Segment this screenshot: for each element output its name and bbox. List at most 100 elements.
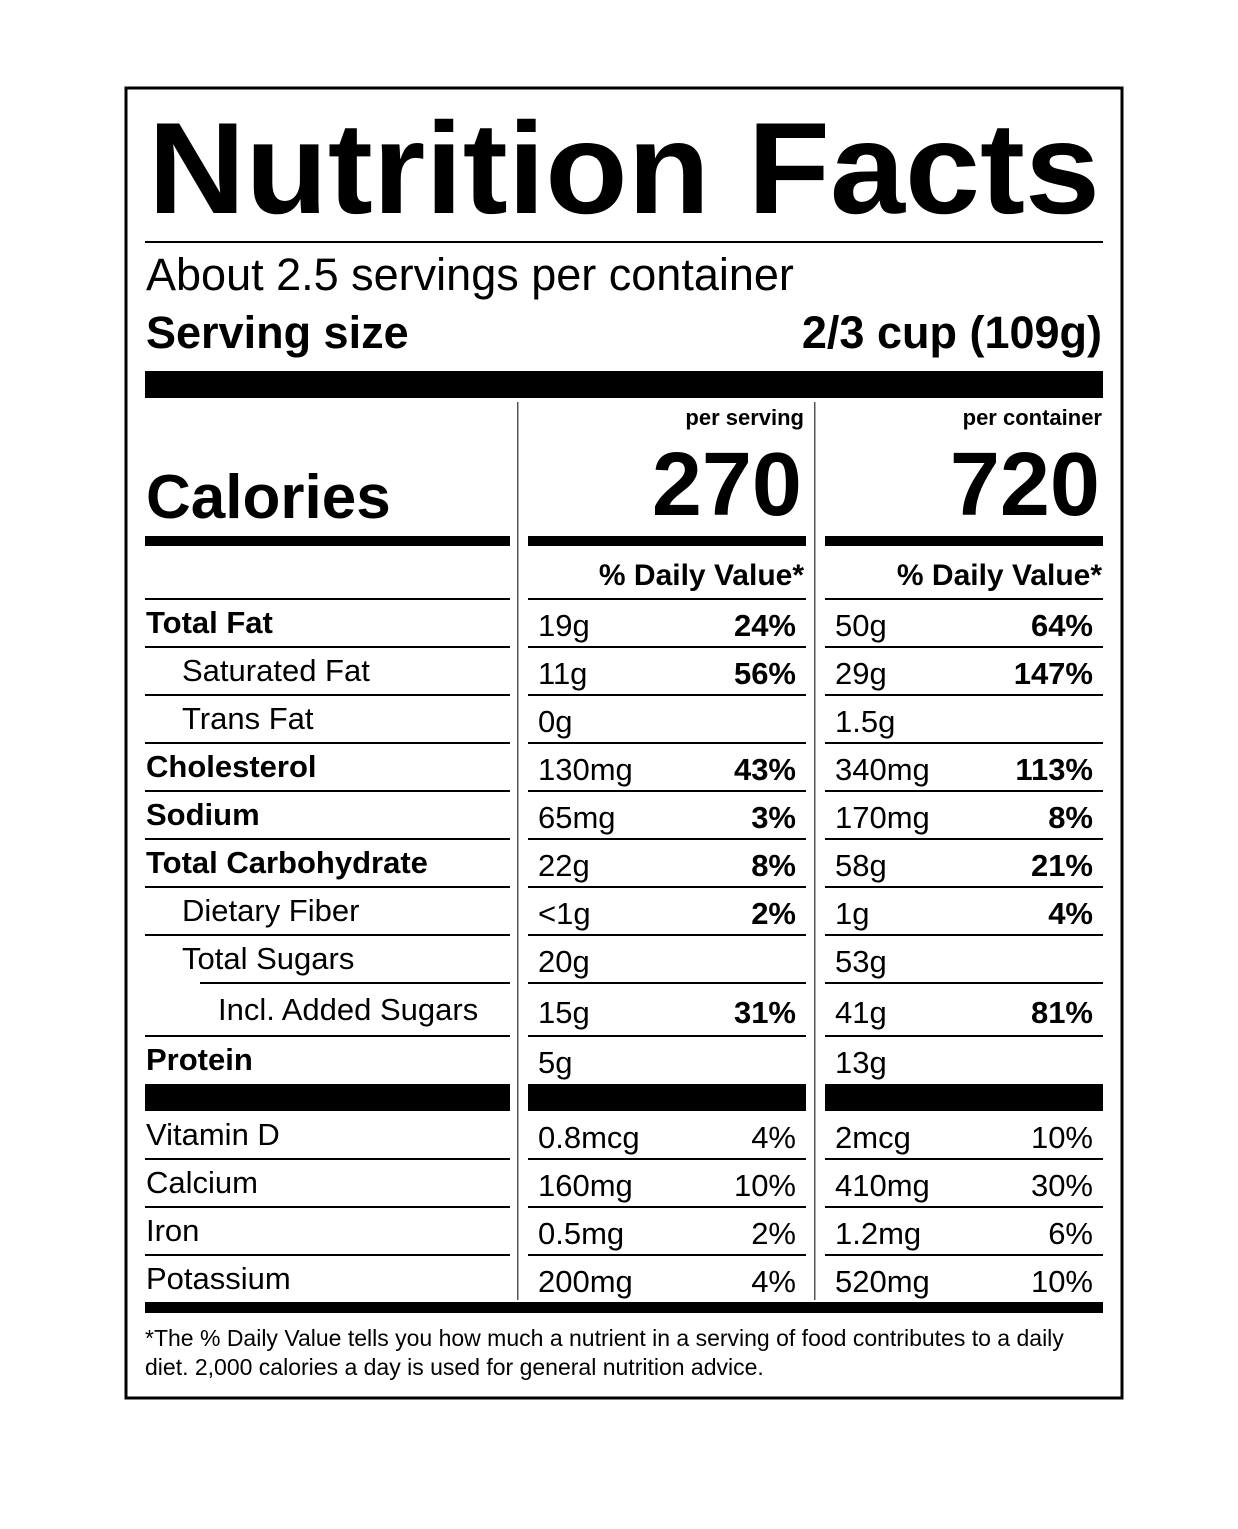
percent-dv: 4% (751, 1120, 796, 1155)
nutrient-name: Iron (146, 1213, 199, 1248)
bar (825, 536, 1103, 546)
amount: 11g (538, 656, 587, 691)
percent-dv: 24% (734, 608, 796, 643)
dv-header: % Daily Value* (897, 559, 1102, 592)
rule (825, 790, 1103, 792)
percent-dv: 10% (734, 1168, 796, 1203)
percent-dv: 8% (751, 848, 796, 883)
rule (528, 886, 806, 888)
rule (528, 694, 806, 696)
percent-dv: 21% (1031, 848, 1093, 883)
footnote: *The % Daily Value tells you how much a … (145, 1325, 1064, 1380)
rule (528, 1158, 806, 1160)
rule (528, 982, 806, 984)
amount: 19g (538, 608, 590, 643)
rule (825, 1254, 1103, 1256)
rule (528, 838, 806, 840)
amount: 58g (835, 848, 887, 883)
rule (528, 646, 806, 648)
calories-value: 270 (652, 435, 802, 535)
column-divider (814, 402, 816, 1300)
percent-dv: 43% (734, 752, 796, 787)
thick-bar (145, 1302, 1103, 1313)
thick-bar (145, 371, 1103, 398)
nutrient-name: Vitamin D (146, 1117, 280, 1152)
rule (825, 838, 1103, 840)
rule (825, 1158, 1103, 1160)
calories-value: 720 (950, 435, 1100, 535)
rule (145, 646, 510, 648)
percent-dv: 113% (1015, 752, 1093, 787)
nutrient-name: Sodium (146, 797, 260, 832)
rule (528, 598, 806, 600)
percent-dv: 2% (751, 896, 796, 931)
nutrient-name: Cholesterol (146, 749, 317, 784)
rule (145, 598, 510, 600)
amount: 1g (835, 896, 869, 931)
amount: 29g (835, 656, 887, 691)
nutrient-name: Total Sugars (182, 941, 354, 976)
rule (825, 598, 1103, 600)
percent-dv: 2% (751, 1216, 796, 1251)
rule (145, 694, 510, 696)
amount: 130mg (538, 752, 633, 787)
amount: <1g (538, 896, 591, 931)
amount: 410mg (835, 1168, 930, 1203)
amount: 0g (538, 704, 572, 739)
percent-dv: 81% (1031, 995, 1093, 1030)
amount: 65mg (538, 800, 616, 835)
rule (145, 838, 510, 840)
amount: 1.5g (835, 704, 895, 739)
rule (145, 1158, 510, 1160)
title: Nutrition Facts (148, 95, 1100, 241)
percent-dv: 10% (1031, 1264, 1093, 1299)
rule (825, 742, 1103, 744)
amount: 50g (835, 608, 887, 643)
percent-dv: 30% (1031, 1168, 1093, 1203)
amount: 2mcg (835, 1120, 911, 1155)
nutrient-name: Potassium (146, 1261, 291, 1296)
column-header: per serving (685, 405, 804, 430)
amount: 13g (835, 1045, 887, 1080)
column-header: per container (963, 405, 1103, 430)
nutrient-name: Dietary Fiber (182, 893, 359, 928)
nutrient-name: Total Carbohydrate (146, 845, 428, 880)
amount: 53g (835, 944, 887, 979)
bar (528, 536, 806, 546)
bar (145, 1084, 510, 1111)
amount: 5g (538, 1045, 572, 1080)
dv-header: % Daily Value* (599, 559, 804, 592)
rule (145, 1254, 510, 1256)
rule (825, 1206, 1103, 1208)
amount: 15g (538, 995, 590, 1030)
serving-size-value: 2/3 cup (109g) (802, 307, 1102, 358)
calories-label: Calories (146, 463, 391, 532)
percent-dv: 10% (1031, 1120, 1093, 1155)
percent-dv: 6% (1048, 1216, 1093, 1251)
percent-dv: 3% (751, 800, 796, 835)
amount: 340mg (835, 752, 930, 787)
rule (200, 982, 510, 984)
amount: 160mg (538, 1168, 633, 1203)
amount: 0.5mg (538, 1216, 624, 1251)
amount: 170mg (835, 800, 930, 835)
percent-dv: 147% (1014, 656, 1093, 691)
amount: 1.2mg (835, 1216, 921, 1251)
column-divider (517, 402, 519, 1300)
nutrient-name: Incl. Added Sugars (218, 992, 478, 1027)
percent-dv: 8% (1048, 800, 1093, 835)
rule (825, 886, 1103, 888)
amount: 20g (538, 944, 590, 979)
rule (825, 934, 1103, 936)
servings: About 2.5 servings per container (146, 249, 794, 300)
rule (528, 790, 806, 792)
rule (145, 1206, 510, 1208)
amount: 200mg (538, 1264, 633, 1299)
percent-dv: 31% (734, 995, 796, 1030)
percent-dv: 4% (1048, 896, 1093, 931)
rule (145, 886, 510, 888)
rule (825, 1035, 1103, 1037)
rule (145, 1035, 510, 1037)
